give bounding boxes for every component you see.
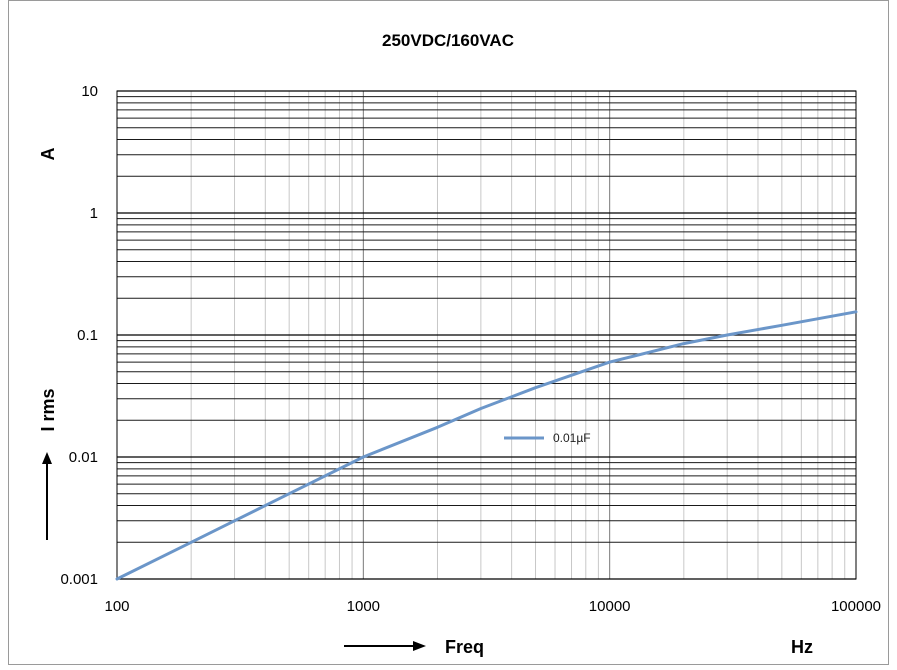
tick-labels: 100 1000 10000 100000 0.001 0.01 0.1 1 10 (60, 83, 881, 615)
y-axis-unit: A (38, 148, 58, 161)
x-axis-unit: Hz (791, 637, 813, 657)
y-tick-label: 0.1 (77, 327, 98, 344)
series-group (115, 310, 858, 581)
x-tick-label: 10000 (589, 598, 631, 615)
plot-area-border (116, 90, 857, 580)
x-axis-arrow-icon (344, 641, 426, 651)
y-axis-label: I rms (38, 388, 58, 431)
x-tick-label: 100 (104, 598, 129, 615)
legend: 0.01µF (504, 431, 591, 445)
y-tick-label: 0.001 (60, 571, 98, 588)
y-tick-label: 10 (81, 83, 98, 100)
y-axis-arrow-icon (42, 452, 52, 540)
y-tick-label: 0.01 (69, 449, 98, 466)
x-axis-label: Freq (445, 637, 484, 657)
legend-label: 0.01µF (553, 431, 591, 445)
chart-border (8, 0, 889, 665)
x-tick-label: 1000 (347, 598, 380, 615)
x-tick-label: 100000 (831, 598, 881, 615)
y-tick-label: 1 (90, 205, 98, 222)
series-line (115, 310, 858, 581)
chart-title: 250VDC/160VAC (382, 31, 514, 50)
